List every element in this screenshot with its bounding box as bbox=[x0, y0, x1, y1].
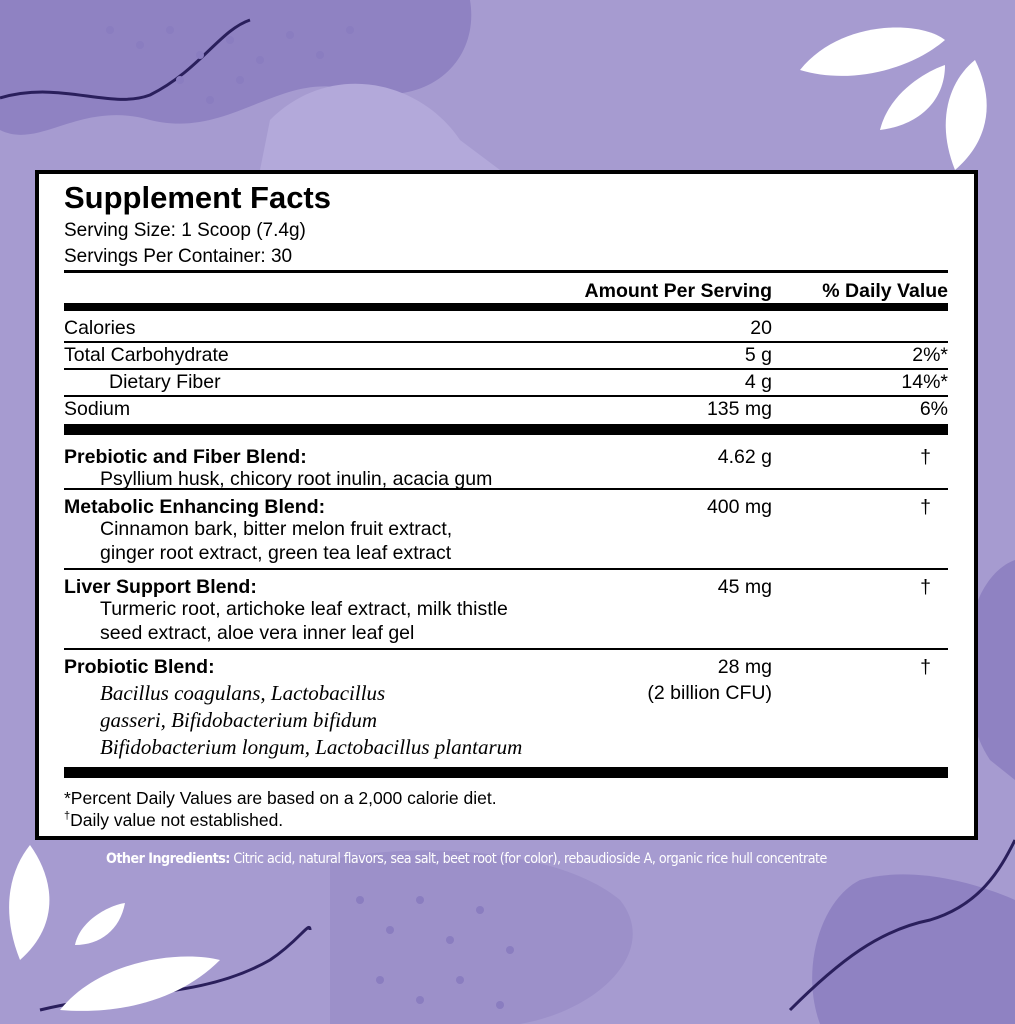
serving-size: Serving Size: 1 Scoop (7.4g) bbox=[64, 220, 306, 241]
divider bbox=[64, 395, 948, 397]
background-blob bbox=[0, 0, 472, 135]
column-header-dv: % Daily Value bbox=[822, 280, 948, 302]
nutrient-dv: 14%* bbox=[901, 371, 948, 393]
divider bbox=[64, 648, 948, 650]
leaf-shape bbox=[9, 845, 50, 960]
footnote-not-established: †Daily value not established. bbox=[64, 810, 284, 830]
divider bbox=[64, 341, 948, 343]
panel-title: Supplement Facts bbox=[64, 180, 331, 215]
footnote-daily-values: *Percent Daily Values are based on a 2,0… bbox=[64, 788, 497, 808]
dagger-mark: † bbox=[920, 446, 931, 468]
thick-divider bbox=[64, 303, 948, 311]
nutrient-amount: 20 bbox=[750, 317, 772, 339]
divider bbox=[64, 488, 948, 490]
dot-pattern bbox=[106, 26, 514, 1009]
decorative-line bbox=[788, 839, 1015, 1012]
dagger-mark: † bbox=[920, 496, 931, 518]
blend-name: Liver Support Blend: bbox=[64, 576, 257, 598]
blend-amount: 4.62 g bbox=[717, 446, 772, 468]
nutrient-name: Total Carbohydrate bbox=[64, 344, 229, 366]
nutrient-dv: 2%* bbox=[912, 344, 948, 366]
nutrient-amount: 5 g bbox=[744, 344, 772, 366]
blend-name: Metabolic Enhancing Blend: bbox=[64, 496, 326, 518]
nutrient-dv: 6% bbox=[919, 398, 948, 420]
divider bbox=[64, 270, 948, 273]
nutrient-name: Calories bbox=[64, 317, 136, 339]
divider bbox=[64, 568, 948, 570]
servings-per-container: Servings Per Container: 30 bbox=[64, 246, 293, 267]
nutrient-amount: 135 mg bbox=[706, 398, 772, 420]
blend-ingredients: Bacillus coagulans, Lactobacillus bbox=[100, 681, 386, 705]
blend-amount: 400 mg bbox=[706, 496, 772, 518]
nutrient-amount: 4 g bbox=[744, 371, 772, 393]
dagger-mark: † bbox=[920, 656, 931, 678]
blend-ingredients: gasseri, Bifidobacterium bifidum bbox=[100, 708, 378, 732]
other-ingredients-text: Citric acid, natural flavors, sea salt, … bbox=[229, 851, 827, 867]
divider bbox=[64, 368, 948, 370]
blend-amount: 45 mg bbox=[717, 576, 772, 598]
other-ingredients-label: Other Ingredients: bbox=[106, 851, 230, 867]
leaf-shape bbox=[945, 60, 987, 170]
blend-ingredients: Cinnamon bark, bitter melon fruit extrac… bbox=[100, 518, 453, 540]
nutrient-name: Dietary Fiber bbox=[109, 371, 221, 393]
blend-name: Prebiotic and Fiber Blend: bbox=[64, 446, 307, 468]
leaf-shape bbox=[60, 956, 220, 1011]
leaf-shape bbox=[880, 65, 945, 130]
blend-ingredients: Turmeric root, artichoke leaf extract, m… bbox=[100, 598, 508, 620]
other-ingredients: Other Ingredients: Citric acid, natural … bbox=[106, 851, 827, 867]
supplement-facts-panel: Supplement Facts Serving Size: 1 Scoop (… bbox=[35, 170, 978, 840]
decorative-line bbox=[0, 18, 251, 101]
background-blob bbox=[260, 83, 500, 170]
column-header-amount: Amount Per Serving bbox=[584, 280, 772, 302]
background-blob bbox=[812, 874, 1015, 1024]
background-blob bbox=[330, 850, 633, 1024]
nutrient-name: Sodium bbox=[64, 398, 131, 420]
blend-name: Probiotic Blend: bbox=[64, 656, 215, 678]
blend-amount-cfu: (2 billion CFU) bbox=[647, 682, 772, 704]
blend-ingredients: Bifidobacterium longum, Lactobacillus pl… bbox=[100, 735, 523, 759]
blend-ingredients: seed extract, aloe vera inner leaf gel bbox=[100, 622, 415, 644]
thick-divider bbox=[64, 767, 948, 778]
leaf-shape bbox=[800, 27, 945, 76]
leaf-shape bbox=[75, 903, 125, 945]
blend-ingredients: Psyllium husk, chicory root inulin, acac… bbox=[100, 468, 493, 490]
blend-ingredients: ginger root extract, green tea leaf extr… bbox=[100, 542, 452, 564]
background-blob bbox=[965, 560, 1015, 780]
blend-amount: 28 mg bbox=[717, 656, 772, 678]
dagger-mark: † bbox=[920, 576, 931, 598]
thick-divider bbox=[64, 424, 948, 435]
